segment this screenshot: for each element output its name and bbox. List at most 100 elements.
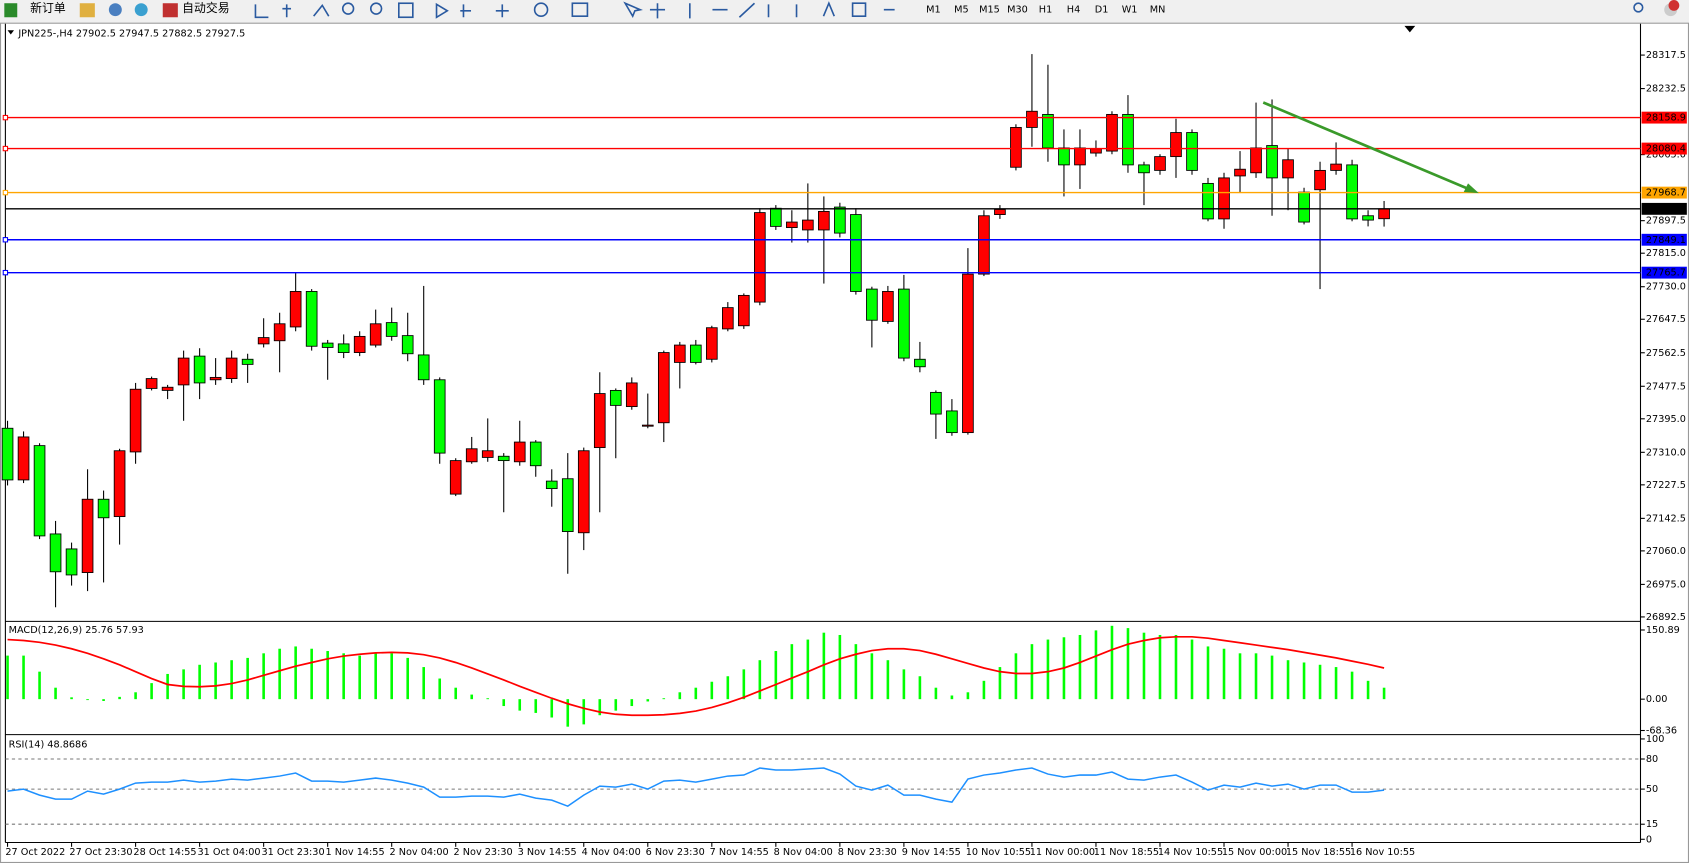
new-order-icon[interactable]: [4, 3, 18, 18]
toolbar-icon[interactable]: [79, 3, 95, 18]
candle-body: [273, 323, 286, 342]
candle-body: [1330, 163, 1342, 171]
y-tick-label: 27897.5: [1646, 216, 1686, 227]
timeframe-button[interactable]: M5: [954, 5, 969, 16]
candle-body: [193, 355, 206, 384]
macd-bar: [774, 651, 778, 700]
x-tick-label: 31 Oct 04:00: [197, 847, 260, 858]
toolbar-icon[interactable]: [134, 3, 148, 17]
drawing-tools[interactable]: [623, 1, 895, 19]
macd-bar: [294, 646, 297, 700]
x-tick-label: 16 Nov 10:55: [1350, 847, 1415, 858]
zoom-out[interactable]: [369, 2, 383, 15]
macd-bar: [54, 687, 57, 700]
candle-body: [898, 288, 910, 359]
level-handle: [2, 114, 9, 121]
candle-body: [1378, 208, 1390, 220]
timeframe-button[interactable]: MN: [1150, 5, 1166, 16]
macd-signal: [7, 635, 1385, 717]
x-tick-label: 27 Oct 23:30: [69, 847, 132, 858]
scroll-icons[interactable]: [435, 2, 509, 19]
candle-body: [882, 291, 894, 322]
auto-trading-icon[interactable]: [162, 3, 178, 18]
candle-body: [1010, 126, 1022, 168]
timeframe-button[interactable]: D1: [1095, 5, 1109, 16]
candle-body: [1298, 191, 1310, 223]
candle-body: [1346, 164, 1358, 220]
macd-bar: [1206, 646, 1210, 700]
timeframe-button[interactable]: H4: [1067, 5, 1080, 16]
level-label-box: [1641, 202, 1687, 215]
macd-bar: [1190, 639, 1194, 700]
candle-body: [177, 357, 190, 386]
y-tick-label: 27060.0: [1646, 546, 1686, 557]
macd-bar: [38, 671, 41, 700]
candle-body: [97, 498, 110, 519]
trend-arrow: [1262, 101, 1469, 191]
candle-body: [65, 548, 78, 576]
level-label: 27849.1: [1646, 235, 1686, 246]
y-tick-label: 27395.0: [1646, 414, 1686, 425]
candle-body: [1042, 113, 1054, 149]
candle-body: [49, 533, 62, 573]
macd-bar: [326, 651, 329, 700]
timeframe-button[interactable]: W1: [1122, 5, 1138, 16]
toolbar: [0, 0, 1689, 23]
candle-body: [481, 450, 494, 458]
timeframe-button[interactable]: H1: [1039, 5, 1052, 16]
candle-body: [1090, 148, 1102, 154]
macd-bar: [214, 662, 217, 700]
macd-bar: [454, 687, 458, 700]
macd-bar: [230, 660, 233, 700]
level-label: 27927.5: [1646, 204, 1686, 215]
macd-bar: [502, 699, 506, 707]
macd-bar: [566, 699, 570, 727]
candle-body: [802, 219, 814, 231]
candle-body: [770, 207, 782, 227]
candle-body: [385, 322, 398, 337]
shift-marker: [1404, 25, 1416, 33]
candle-body: [1314, 169, 1326, 191]
candle-body: [609, 389, 622, 406]
macd-bar: [1382, 687, 1386, 700]
notification-badge: [1668, 0, 1680, 11]
macd-bar: [582, 699, 586, 725]
macd-bar: [342, 653, 345, 700]
macd-bar: [246, 657, 249, 700]
timeframe-button[interactable]: M30: [1007, 5, 1028, 16]
candle-body: [545, 480, 558, 490]
macd-bar: [598, 699, 602, 716]
templates[interactable]: [571, 2, 589, 17]
macd-bar: [966, 692, 970, 700]
macd-bar: [630, 699, 634, 707]
periods[interactable]: [533, 2, 549, 17]
candle-body: [33, 445, 46, 537]
zoom-in[interactable]: [341, 2, 355, 15]
candle-body: [145, 378, 158, 389]
x-tick-label: 28 Oct 14:55: [133, 847, 196, 858]
candle-body: [465, 448, 478, 463]
candle-body: [449, 460, 462, 495]
chart-type-icons[interactable]: [254, 3, 330, 19]
toolbar-icon[interactable]: [108, 3, 122, 17]
new-order-button[interactable]: 新订单: [30, 1, 66, 15]
macd-bar: [1014, 653, 1018, 700]
candle-body: [722, 307, 734, 330]
candle-body: [417, 354, 430, 381]
search[interactable]: [1633, 2, 1644, 13]
macd-bar: [918, 676, 922, 700]
tile[interactable]: [397, 2, 414, 19]
y-tick-label: 28232.5: [1646, 84, 1686, 95]
macd-bar: [1334, 667, 1338, 700]
auto-trading-button[interactable]: 自动交易: [182, 1, 229, 15]
timeframe-button[interactable]: M15: [979, 5, 1000, 16]
level-label-box: [1641, 186, 1687, 199]
chart-title: JPN225-,H4 27902.5 27947.5 27882.5 27927…: [17, 28, 245, 39]
macd-bar: [1110, 625, 1114, 700]
x-tick-label: 2 Nov 04:00: [390, 847, 449, 858]
candle-body: [1058, 147, 1070, 166]
timeframe-button[interactable]: M1: [926, 5, 941, 16]
macd-bar: [1350, 671, 1354, 700]
x-tick-label: 27 Oct 2022: [5, 847, 65, 858]
level-label: 28080.4: [1646, 144, 1686, 155]
